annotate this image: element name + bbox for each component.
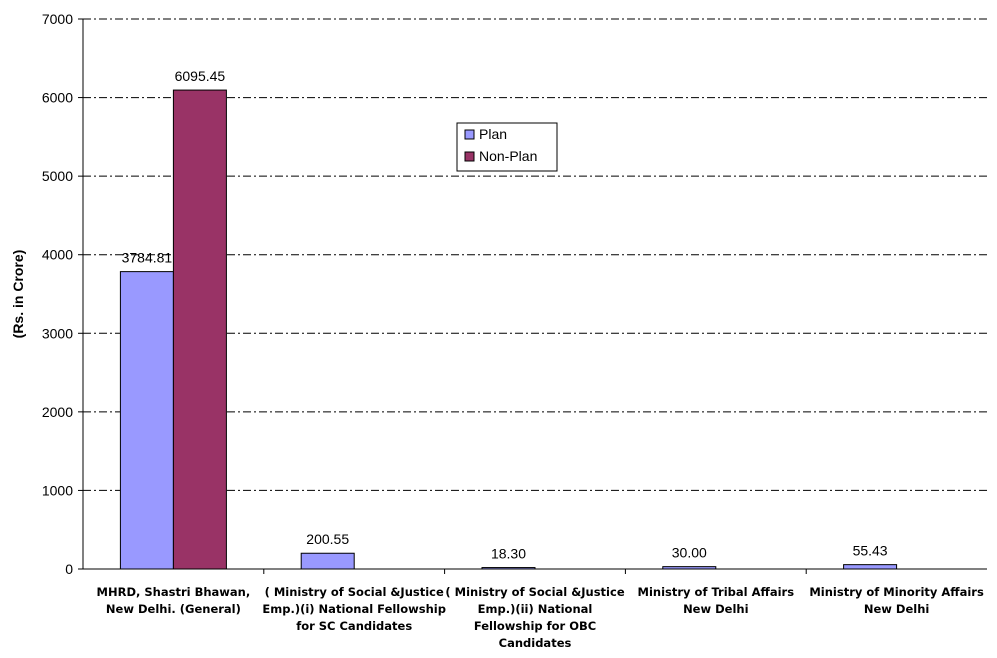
y-axis: 0 1000 2000 3000 4000 5000 6000 7000 bbox=[42, 11, 84, 577]
x-category-label: Ministry of Tribal Affairs New Delhi bbox=[638, 585, 795, 616]
x-category-label: ( Ministry of Social &Justice Emp.)(i) Na… bbox=[262, 585, 446, 633]
data-label: 200.55 bbox=[306, 531, 349, 547]
bar-plan bbox=[119, 271, 174, 570]
y-tick-label: 1000 bbox=[42, 482, 73, 498]
y-tick-label: 0 bbox=[65, 561, 73, 577]
y-tick-label: 3000 bbox=[42, 325, 73, 341]
data-label: 55.43 bbox=[853, 543, 888, 559]
x-category-label: MHRD, Shastri Bhawan, New Delhi. (General… bbox=[97, 585, 251, 616]
data-label: 18.30 bbox=[491, 546, 526, 562]
data-label: 6095.45 bbox=[175, 68, 226, 84]
data-label: 30.00 bbox=[672, 545, 707, 561]
bar-non-plan bbox=[172, 89, 227, 570]
bars: 3784.81 6095.45 200.55 18.30 30.00 55.43 bbox=[119, 68, 898, 570]
x-category-label: ( Ministry of Social &Justice Emp.)(ii) N… bbox=[445, 585, 624, 650]
y-axis-title: (Rs. in Crore) bbox=[10, 250, 26, 339]
legend-label: Non-Plan bbox=[479, 148, 537, 164]
x-category-label: Ministry of Minority Affairs New Delhi bbox=[809, 585, 984, 616]
y-tick-label: 4000 bbox=[42, 247, 73, 263]
y-tick-label: 5000 bbox=[42, 168, 73, 184]
gridlines bbox=[83, 18, 987, 491]
y-tick-label: 7000 bbox=[42, 11, 73, 27]
y-tick-label: 2000 bbox=[42, 404, 73, 420]
bar-plan bbox=[843, 564, 898, 570]
x-axis: MHRD, Shastri Bhawan, New Delhi. (General… bbox=[83, 568, 987, 650]
data-label: 3784.81 bbox=[122, 250, 173, 266]
legend-label: Plan bbox=[479, 126, 507, 142]
y-tick-label: 6000 bbox=[42, 90, 73, 106]
legend: Plan Non-Plan bbox=[456, 122, 558, 172]
legend-swatch bbox=[464, 129, 475, 140]
bar-plan bbox=[300, 552, 355, 570]
legend-swatch bbox=[464, 151, 475, 162]
